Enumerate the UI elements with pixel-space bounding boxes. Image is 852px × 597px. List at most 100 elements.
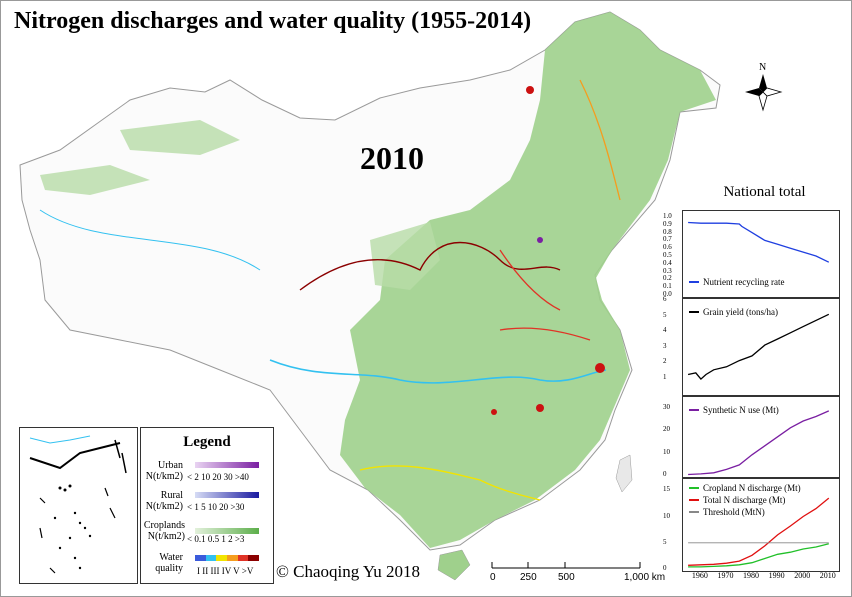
series-swatch [689, 511, 699, 513]
national-total-title: National total [723, 184, 806, 200]
y-tick-label: 0.3 [663, 266, 672, 275]
series-label: Cropland N discharge (Mt) [703, 483, 801, 493]
series-swatch [689, 487, 699, 489]
legend-croplands-ticks: < 0.1 0.5 1 2 >3 [187, 534, 245, 544]
y-tick-label: 15 [663, 485, 670, 494]
legend-urban-ticks: < 2 10 20 30 >40 [187, 472, 249, 482]
series-swatch [689, 499, 699, 501]
y-tick-label: 0.9 [663, 219, 672, 228]
legend-water-ticks: I II III IV V >V [197, 566, 254, 576]
series-legend-2: Threshold (MtN) [689, 507, 765, 517]
water-quality-swatch [205, 555, 217, 561]
scale-tick: 250 [520, 572, 537, 583]
series-label: Threshold (MtN) [703, 507, 765, 517]
y-tick-label: 5 [663, 310, 667, 319]
panel-grain: 1 2 3 4 5 6 Grain yield (tons/ha) [663, 295, 840, 396]
water-quality-swatch [237, 555, 249, 561]
x-tick-label: 2010 [819, 571, 836, 580]
urban-spot [526, 86, 534, 94]
legend: Legend Urban N(t/km2) < 2 10 20 30 >40 Ru… [140, 427, 274, 584]
series-label: Total N discharge (Mt) [703, 495, 786, 505]
river-northeast [579, 79, 621, 201]
water-quality-swatch [216, 555, 228, 561]
map-title: Nitrogen discharges and water quality (1… [14, 8, 532, 34]
x-tick-label: 1970 [717, 571, 734, 580]
y-tick-label: 6 [663, 295, 667, 304]
legend-croplands-bar [195, 528, 259, 534]
legend-title: Legend [183, 434, 231, 450]
series-label: Nutrient recycling rate [703, 277, 785, 287]
x-tick-label: 2000 [794, 571, 811, 580]
urban-spot [595, 363, 605, 373]
y-tick-label: 30 [663, 402, 670, 411]
river-huai [499, 327, 591, 341]
map-year: 2010 [360, 140, 424, 176]
y-tick-label: 0.8 [663, 227, 672, 236]
y-tick-label: 0.5 [663, 251, 672, 259]
y-tick-label: 20 [663, 425, 670, 433]
national-chart-synthetic [688, 410, 830, 476]
scale-tick: 0 [490, 572, 496, 583]
river-yangtze [269, 359, 607, 384]
series-line-0 [688, 221, 830, 263]
series-label: Grain yield (tons/ha) [703, 307, 778, 317]
y-tick-label: 4 [663, 326, 667, 335]
copyright: © Chaoqing Yu 2018 [276, 562, 421, 581]
river-hai [499, 249, 561, 311]
urban-spot [536, 404, 544, 412]
series-swatch [689, 409, 699, 411]
y-tick-label: 0 [663, 564, 667, 572]
cropland-patches [40, 120, 440, 290]
series-legend-0: Cropland N discharge (Mt) [689, 483, 801, 493]
y-tick-label: 2 [663, 357, 667, 366]
series-legend-0: Grain yield (tons/ha) [689, 307, 778, 317]
river-yellow [299, 241, 561, 291]
x-tick-label: 1980 [743, 571, 760, 580]
scale-tick: 500 [558, 572, 575, 583]
series-label: Synthetic N use (Mt) [703, 405, 779, 415]
legend-rural-ticks: < 1 5 10 20 >30 [187, 502, 245, 512]
y-tick-label: 10 [663, 511, 670, 520]
panel-recycling: 0.0 0.1 0.2 0.3 0.4 0.5 0.6 0.7 0.8 0.9 1.0 Nutrien… [663, 210, 840, 298]
y-tick-label: 0.2 [663, 274, 672, 283]
legend-water-label: Water quality [155, 552, 183, 574]
water-quality-swatch [248, 555, 260, 561]
taiwan [615, 454, 633, 493]
series-line-0 [687, 313, 830, 381]
legend-rural-label: Rural N(t/km2) [145, 490, 183, 512]
scale-tick: 1,000 km [624, 572, 666, 583]
north-label: N [759, 62, 766, 73]
national-chart-recycling [688, 221, 830, 263]
urban-spot [537, 237, 543, 243]
series-line-0 [688, 543, 829, 568]
series-line-0 [688, 410, 830, 476]
y-tick-label: 1.0 [663, 212, 672, 220]
series-legend-0: Nutrient recycling rate [689, 277, 784, 287]
national-chart-discharge [688, 497, 830, 568]
y-tick-label: 0.0 [663, 290, 672, 298]
panel-synthetic: 0 10 20 30 Synthetic N use (Mt) [663, 396, 840, 478]
y-tick-label: 0.1 [663, 282, 672, 291]
series-legend-0: Synthetic N use (Mt) [689, 405, 779, 415]
legend-urban-bar [195, 462, 259, 468]
x-axis: 1960 1970 1980 1990 2000 2010 [682, 571, 840, 585]
y-tick-label: 0.4 [663, 258, 672, 267]
series-legend-1: Total N discharge (Mt) [689, 495, 785, 505]
cropland-east [340, 12, 716, 548]
x-tick-label: 1960 [691, 571, 708, 580]
south-china-sea-inset [19, 427, 138, 584]
series-swatch [689, 281, 699, 283]
legend-rural-bar [195, 492, 259, 498]
series-swatch [689, 311, 699, 313]
legend-urban-label: Urban N(t/km2) [145, 460, 183, 482]
x-tick-label: 1990 [768, 571, 785, 580]
series-line-1 [688, 497, 830, 566]
y-tick-label: 10 [663, 447, 670, 456]
y-tick-label: 0 [663, 470, 667, 478]
river-pearl [359, 465, 541, 501]
hainan [437, 549, 471, 581]
urban-spot [491, 409, 497, 415]
y-tick-label: 5 [663, 537, 667, 546]
water-quality-swatch [195, 555, 206, 561]
